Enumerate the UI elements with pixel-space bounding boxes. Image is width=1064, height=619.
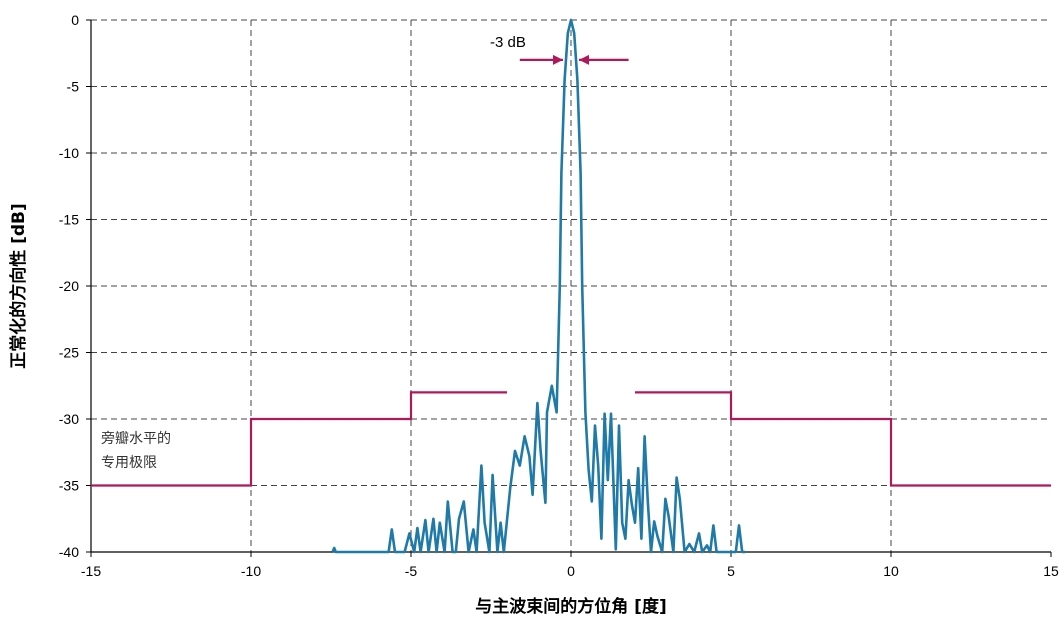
beamwidth-label: -3 dB: [490, 34, 526, 51]
x-tick-label: 15: [1043, 563, 1059, 579]
limit-line: [635, 391, 1051, 487]
limit-label-line2: 专用极限: [101, 455, 157, 471]
x-axis-title: 与主波束间的方位角 [度]: [475, 596, 666, 617]
x-tick-label: 10: [883, 563, 899, 579]
axes-frame: [86, 19, 1052, 557]
right-arrow-head: [579, 54, 589, 65]
left-arrow-head: [553, 54, 563, 65]
y-tick-label: -5: [67, 79, 80, 95]
tick-labels: -15 -10 -5 0 5 10 15 0 -5 -10 -15 -20 -25 -30 -35 -40: [59, 12, 1059, 579]
y-tick-label: -15: [59, 212, 79, 228]
x-tick-label: -5: [405, 563, 418, 579]
y-tick-label: -35: [59, 478, 79, 494]
grid-lines: [91, 19, 1051, 552]
y-tick-label: -40: [59, 544, 79, 560]
limit-line-group: [91, 391, 1051, 487]
y-tick-label: -30: [59, 411, 79, 427]
y-tick-label: -20: [59, 278, 79, 294]
y-tick-label: 0: [71, 12, 79, 28]
limit-line: [91, 391, 507, 487]
x-tick-label: -10: [241, 563, 261, 579]
limit-label-line1: 旁瓣水平的: [101, 430, 171, 447]
y-tick-label: -25: [59, 345, 79, 361]
x-tick-label: 5: [727, 563, 735, 579]
beamwidth-arrows: [519, 54, 629, 65]
x-tick-label: -15: [81, 563, 101, 579]
y-tick-label: -10: [59, 145, 79, 161]
series-group: [331, 18, 746, 554]
y-axis-title: 正常化的方向性 [dB]: [8, 203, 29, 369]
x-tick-label: 0: [567, 563, 575, 579]
pattern-line: [331, 18, 746, 554]
